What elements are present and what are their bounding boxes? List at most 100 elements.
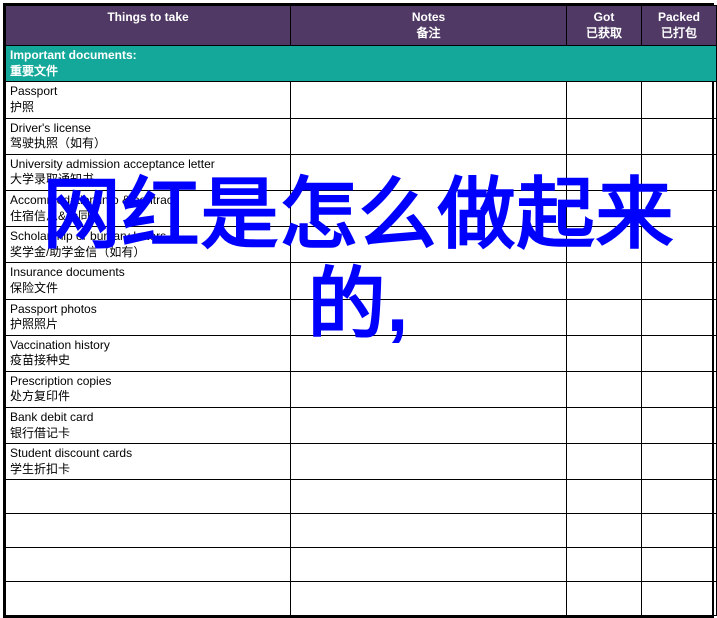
- packed-cell[interactable]: [642, 444, 717, 480]
- item-name-cell: Passport photos护照照片: [6, 299, 291, 335]
- got-cell[interactable]: [567, 227, 642, 263]
- item-en: Scholarship or bursary letters: [10, 229, 286, 245]
- packed-cell[interactable]: [642, 190, 717, 226]
- empty-cell[interactable]: [642, 582, 717, 616]
- empty-row: [6, 514, 717, 548]
- packed-cell[interactable]: [642, 299, 717, 335]
- item-zh: 住宿信息&合同: [10, 209, 286, 225]
- item-name-cell: University admission acceptance letter大学…: [6, 154, 291, 190]
- empty-cell[interactable]: [642, 480, 717, 514]
- notes-cell[interactable]: [291, 335, 567, 371]
- table-body: Important documents: 重要文件 Passport护照Driv…: [6, 46, 717, 616]
- notes-cell[interactable]: [291, 299, 567, 335]
- empty-cell[interactable]: [6, 582, 291, 616]
- empty-row: [6, 548, 717, 582]
- section-title-en: Important documents:: [10, 48, 137, 62]
- empty-cell[interactable]: [567, 514, 642, 548]
- header-packed: Packed 已打包: [642, 6, 717, 46]
- table-row: Prescription copies处方复印件: [6, 371, 717, 407]
- got-cell[interactable]: [567, 118, 642, 154]
- item-name-cell: Student discount cards学生折扣卡: [6, 444, 291, 480]
- header-got-zh: 已获取: [586, 26, 622, 40]
- packed-cell[interactable]: [642, 335, 717, 371]
- item-zh: 疫苗接种史: [10, 353, 286, 369]
- packed-cell[interactable]: [642, 118, 717, 154]
- table-row: Driver's license驾驶执照（如有）: [6, 118, 717, 154]
- got-cell[interactable]: [567, 371, 642, 407]
- got-cell[interactable]: [567, 444, 642, 480]
- item-en: Prescription copies: [10, 374, 286, 390]
- item-name-cell: Insurance documents保险文件: [6, 263, 291, 299]
- item-zh: 学生折扣卡: [10, 462, 286, 478]
- item-name-cell: Prescription copies处方复印件: [6, 371, 291, 407]
- empty-cell[interactable]: [291, 548, 567, 582]
- item-name-cell: Driver's license驾驶执照（如有）: [6, 118, 291, 154]
- item-zh: 驾驶执照（如有）: [10, 136, 286, 152]
- got-cell[interactable]: [567, 263, 642, 299]
- section-cell: Important documents: 重要文件: [6, 46, 717, 82]
- empty-cell[interactable]: [642, 548, 717, 582]
- empty-row: [6, 582, 717, 616]
- item-name-cell: Scholarship or bursary letters奖学金/助学金信（如…: [6, 227, 291, 263]
- header-notes-zh: 备注: [416, 26, 440, 40]
- header-notes-en: Notes: [412, 10, 445, 24]
- empty-cell[interactable]: [291, 514, 567, 548]
- empty-cell[interactable]: [291, 582, 567, 616]
- got-cell[interactable]: [567, 190, 642, 226]
- item-en: Passport: [10, 84, 286, 100]
- item-en: Insurance documents: [10, 265, 286, 281]
- notes-cell[interactable]: [291, 444, 567, 480]
- item-en: Driver's license: [10, 121, 286, 137]
- header-packed-zh: 已打包: [661, 26, 697, 40]
- empty-cell[interactable]: [6, 548, 291, 582]
- checklist-table: Things to take Notes 备注 Got 已获取 Packed 已…: [5, 5, 717, 616]
- notes-cell[interactable]: [291, 82, 567, 118]
- empty-cell[interactable]: [567, 548, 642, 582]
- packed-cell[interactable]: [642, 263, 717, 299]
- empty-cell[interactable]: [6, 480, 291, 514]
- notes-cell[interactable]: [291, 154, 567, 190]
- notes-cell[interactable]: [291, 371, 567, 407]
- item-en: University admission acceptance letter: [10, 157, 286, 173]
- table-row: Accommodation info & contract住宿信息&合同: [6, 190, 717, 226]
- header-got: Got 已获取: [567, 6, 642, 46]
- packed-cell[interactable]: [642, 371, 717, 407]
- empty-cell[interactable]: [642, 514, 717, 548]
- item-name-cell: Passport护照: [6, 82, 291, 118]
- item-en: Student discount cards: [10, 446, 286, 462]
- empty-cell[interactable]: [567, 480, 642, 514]
- header-notes: Notes 备注: [291, 6, 567, 46]
- header-got-en: Got: [594, 10, 615, 24]
- got-cell[interactable]: [567, 335, 642, 371]
- item-name-cell: Accommodation info & contract住宿信息&合同: [6, 190, 291, 226]
- packed-cell[interactable]: [642, 227, 717, 263]
- item-en: Accommodation info & contract: [10, 193, 286, 209]
- table-row: Insurance documents保险文件: [6, 263, 717, 299]
- notes-cell[interactable]: [291, 118, 567, 154]
- table-row: Passport photos护照照片: [6, 299, 717, 335]
- got-cell[interactable]: [567, 154, 642, 190]
- packed-cell[interactable]: [642, 408, 717, 444]
- table-row: University admission acceptance letter大学…: [6, 154, 717, 190]
- got-cell[interactable]: [567, 299, 642, 335]
- got-cell[interactable]: [567, 408, 642, 444]
- empty-cell[interactable]: [6, 514, 291, 548]
- item-zh: 奖学金/助学金信（如有）: [10, 245, 286, 261]
- notes-cell[interactable]: [291, 227, 567, 263]
- notes-cell[interactable]: [291, 408, 567, 444]
- table-row: Passport护照: [6, 82, 717, 118]
- empty-cell[interactable]: [291, 480, 567, 514]
- table-row: Scholarship or bursary letters奖学金/助学金信（如…: [6, 227, 717, 263]
- item-zh: 大学录取通知书: [10, 172, 286, 188]
- packed-cell[interactable]: [642, 154, 717, 190]
- packed-cell[interactable]: [642, 82, 717, 118]
- item-name-cell: Bank debit card银行借记卡: [6, 408, 291, 444]
- notes-cell[interactable]: [291, 263, 567, 299]
- item-zh: 护照照片: [10, 317, 286, 333]
- notes-cell[interactable]: [291, 190, 567, 226]
- table-row: Student discount cards学生折扣卡: [6, 444, 717, 480]
- got-cell[interactable]: [567, 82, 642, 118]
- empty-cell[interactable]: [567, 582, 642, 616]
- empty-row: [6, 480, 717, 514]
- table-row: Bank debit card银行借记卡: [6, 408, 717, 444]
